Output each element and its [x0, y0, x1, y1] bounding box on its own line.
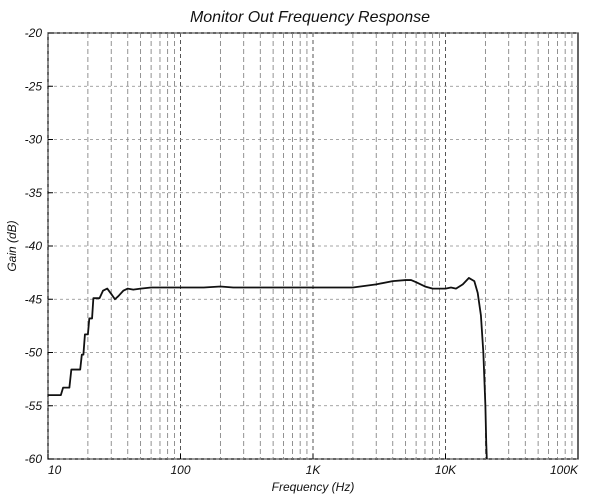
y-tick-label-8: -60 [25, 452, 43, 466]
series-line-0 [48, 277, 488, 460]
y-tick-label-2: -30 [25, 133, 43, 147]
y-tick-label-4: -40 [25, 239, 43, 253]
y-tick-label-1: -25 [25, 79, 43, 93]
axis-ticks: 10 100 1K 10K 100K -20 -25 -30 -35 -40 -45 -50 -55 -6… [25, 26, 579, 477]
series-layer [48, 277, 488, 460]
x-tick-label-2: 1K [306, 463, 322, 477]
x-tick-label-3: 10K [435, 463, 457, 477]
x-tick-label-4: 100K [550, 463, 579, 477]
y-tick-label-7: -55 [25, 399, 43, 413]
chart-title: Monitor Out Frequency Response [190, 9, 430, 26]
y-axis-label: Gain (dB) [5, 220, 19, 271]
y-tick-label-0: -20 [25, 26, 43, 40]
grid-lines [47, 32, 578, 460]
y-tick-label-5: -45 [25, 292, 43, 306]
x-tick-label-0: 10 [48, 463, 62, 477]
y-tick-label-6: -50 [25, 346, 43, 360]
y-tick-label-3: -35 [25, 186, 43, 200]
x-axis-label: Frequency (Hz) [272, 480, 355, 494]
x-tick-label-1: 100 [170, 463, 190, 477]
